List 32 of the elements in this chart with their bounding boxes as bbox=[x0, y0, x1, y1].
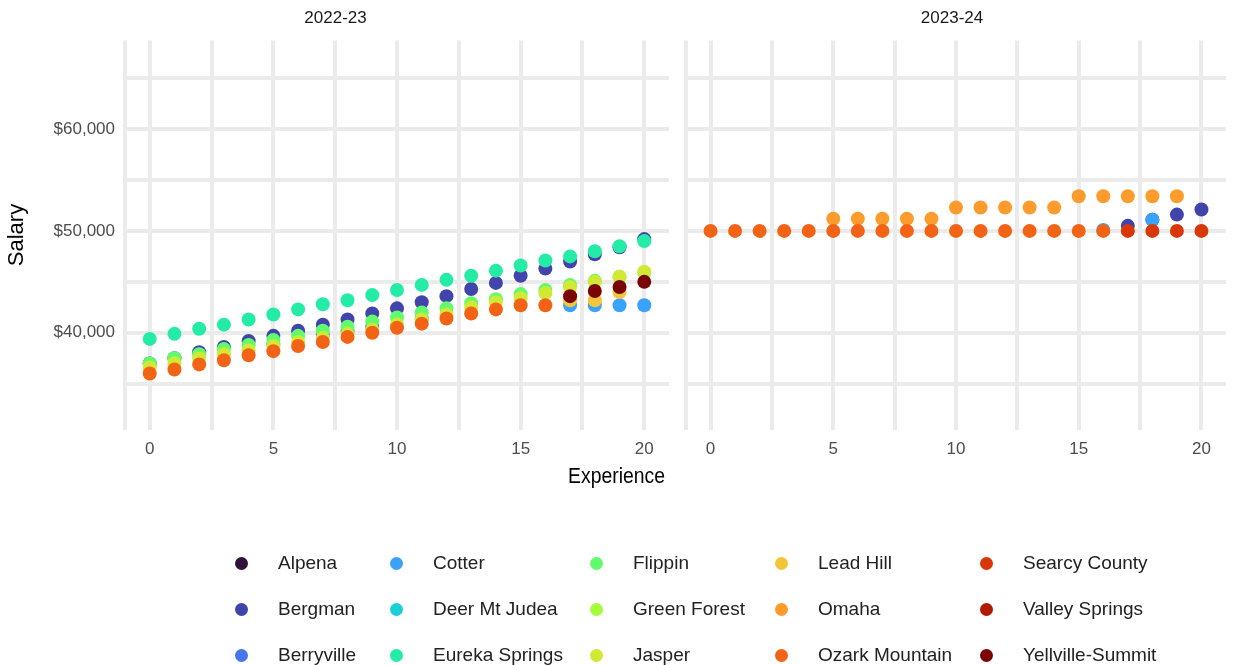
x-tick-label: 5 bbox=[828, 439, 839, 459]
chart-title: 2022-23 bbox=[304, 7, 367, 27]
legend-label: Omaha bbox=[818, 598, 881, 620]
legend-label: Cotter bbox=[433, 552, 485, 574]
y-tick-label: $40,000 bbox=[53, 322, 115, 342]
legend-label: Eureka Springs bbox=[433, 644, 563, 665]
x-tick-label: 5 bbox=[268, 439, 279, 459]
x-tick-label: 0 bbox=[144, 439, 155, 459]
x-tick-label: 20 bbox=[1191, 439, 1211, 459]
x-axis-title: Experience bbox=[567, 463, 666, 489]
legend-label: Jasper bbox=[633, 644, 691, 665]
legend-label: Ozark Mountain bbox=[818, 644, 953, 665]
legend-label: Alpena bbox=[278, 552, 338, 574]
legend-label: Deer Mt Judea bbox=[433, 598, 558, 620]
legend-label: Yellville-Summit bbox=[1023, 644, 1157, 665]
chart-title: 2023-24 bbox=[920, 7, 984, 27]
legend-label: Searcy County bbox=[1023, 552, 1148, 574]
legend-label: Flippin bbox=[633, 552, 689, 574]
legend-label: Bergman bbox=[278, 598, 356, 620]
x-tick-label: 15 bbox=[511, 439, 531, 459]
legend-label: Valley Springs bbox=[1023, 598, 1144, 620]
y-tick-label: $50,000 bbox=[53, 220, 115, 240]
y-tick-label: $60,000 bbox=[53, 118, 115, 138]
x-tick-label: 15 bbox=[1069, 439, 1089, 459]
legend-label: Berryville bbox=[278, 644, 357, 665]
x-tick-label: 0 bbox=[705, 439, 716, 459]
x-tick-label: 10 bbox=[387, 439, 407, 459]
legend-label: Green Forest bbox=[633, 598, 745, 620]
legend-label: Lead Hill bbox=[818, 552, 892, 574]
x-tick-label: 10 bbox=[946, 439, 966, 459]
y-axis-title: Salary bbox=[3, 203, 29, 267]
x-tick-label: 20 bbox=[634, 439, 654, 459]
